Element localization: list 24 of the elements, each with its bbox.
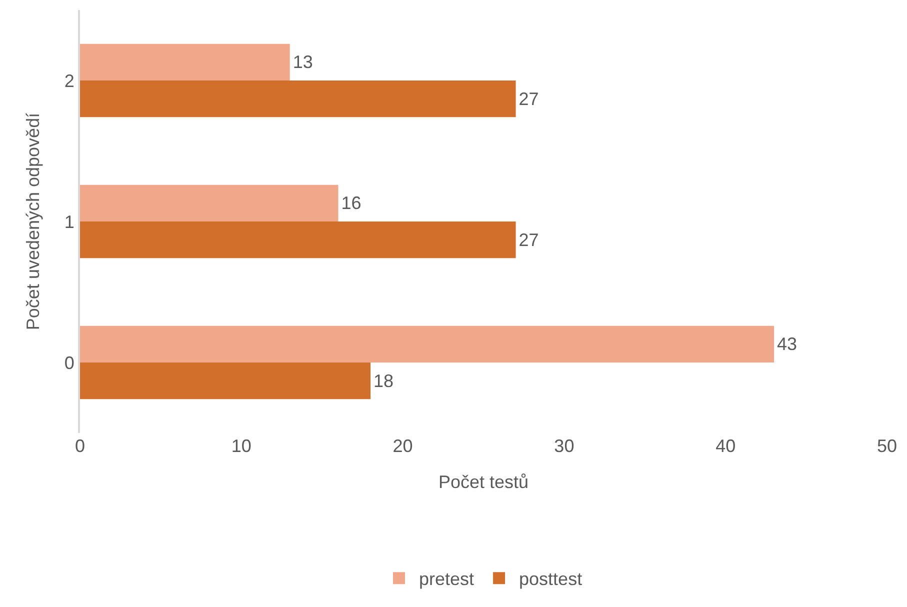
legend-label: posttest	[519, 569, 582, 590]
bar	[80, 222, 516, 258]
data-label: 27	[518, 230, 539, 250]
y-tick-label: 2	[64, 70, 74, 91]
y-tick-label: 1	[64, 212, 74, 232]
x-tick-label: 20	[392, 436, 413, 456]
data-label: 13	[292, 52, 313, 72]
x-tick-label: 10	[231, 436, 252, 456]
bar	[80, 326, 774, 362]
legend-label: pretest	[419, 569, 474, 590]
data-label: 27	[518, 88, 539, 109]
x-axis-title: Počet testů	[438, 472, 529, 492]
y-tick-label: 0	[64, 352, 74, 373]
data-label: 43	[777, 334, 798, 354]
data-label: 16	[341, 193, 362, 214]
bar	[80, 80, 516, 118]
x-tick-label: 50	[876, 436, 898, 456]
bar	[80, 184, 338, 222]
x-tick-label: 30	[554, 436, 574, 456]
bar	[80, 362, 371, 400]
data-label: 18	[374, 370, 394, 391]
bar	[80, 44, 290, 80]
x-tick-label: 40	[716, 436, 736, 456]
y-axis-title: Počet uvedených odpovědí	[23, 112, 44, 330]
